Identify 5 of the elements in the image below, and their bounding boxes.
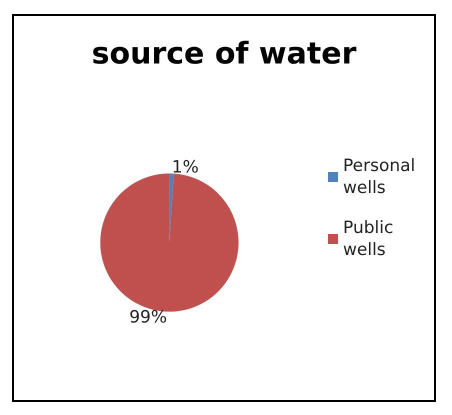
data-label: 99%	[129, 308, 168, 328]
data-label: 1%	[172, 157, 199, 178]
chart-title: source of water	[92, 36, 357, 72]
legend-label: Public wells	[343, 218, 399, 260]
legend-label: Personal wells	[343, 156, 421, 198]
